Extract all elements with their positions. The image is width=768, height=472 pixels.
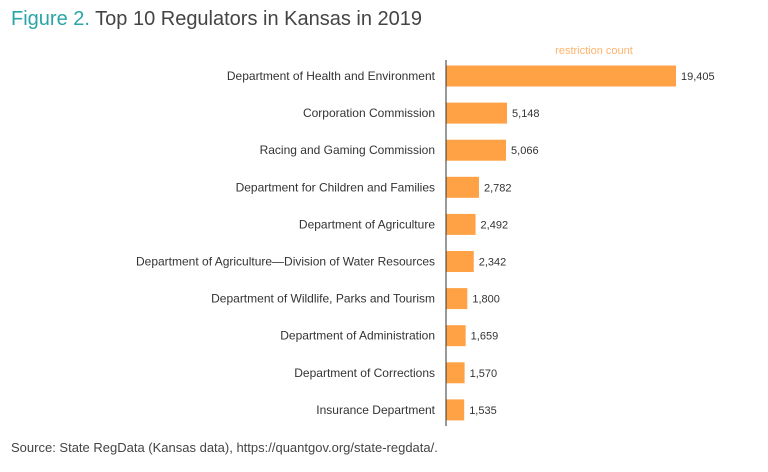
source-note: Source: State RegData (Kansas data), htt… — [11, 440, 438, 455]
bar — [446, 176, 479, 198]
category-label: Department of Agriculture — [299, 217, 435, 231]
bar — [446, 362, 465, 384]
bar — [446, 65, 676, 87]
data-label: 5,066 — [511, 145, 539, 157]
bar — [446, 102, 508, 124]
category-label: Department of Corrections — [294, 366, 435, 380]
bar — [446, 139, 507, 161]
data-label: 1,800 — [472, 294, 500, 306]
title-text: Top 10 Regulators in Kansas in 2019 — [95, 8, 423, 30]
category-label: Department for Children and Families — [236, 180, 435, 194]
bar — [446, 213, 476, 235]
data-label: 19,405 — [681, 71, 715, 83]
category-label: Department of Agriculture—Division of Wa… — [136, 255, 435, 269]
data-label: 1,535 — [469, 405, 497, 417]
bar — [446, 251, 474, 272]
bar — [446, 325, 466, 347]
data-label: 1,659 — [471, 331, 499, 343]
category-label: Department of Health and Environment — [227, 69, 436, 83]
data-label: 2,342 — [479, 257, 507, 269]
category-label: Department of Wildlife, Parks and Touris… — [211, 292, 435, 306]
category-label: Department of Administration — [280, 329, 435, 343]
figure-number: Figure 2. — [11, 8, 90, 30]
category-label: Insurance Department — [316, 403, 435, 417]
category-label: Racing and Gaming Commission — [260, 143, 435, 157]
bar — [446, 288, 468, 310]
category-label: Corporation Commission — [303, 106, 435, 120]
data-label: 1,570 — [470, 368, 498, 380]
data-label: 5,148 — [512, 108, 540, 120]
data-label: 2,782 — [484, 182, 512, 194]
data-label: 2,492 — [481, 219, 509, 231]
bar — [446, 399, 465, 421]
chart-title: Figure 2. Top 10 Regulators in Kansas in… — [11, 8, 422, 31]
series-label: restriction count — [555, 45, 633, 57]
